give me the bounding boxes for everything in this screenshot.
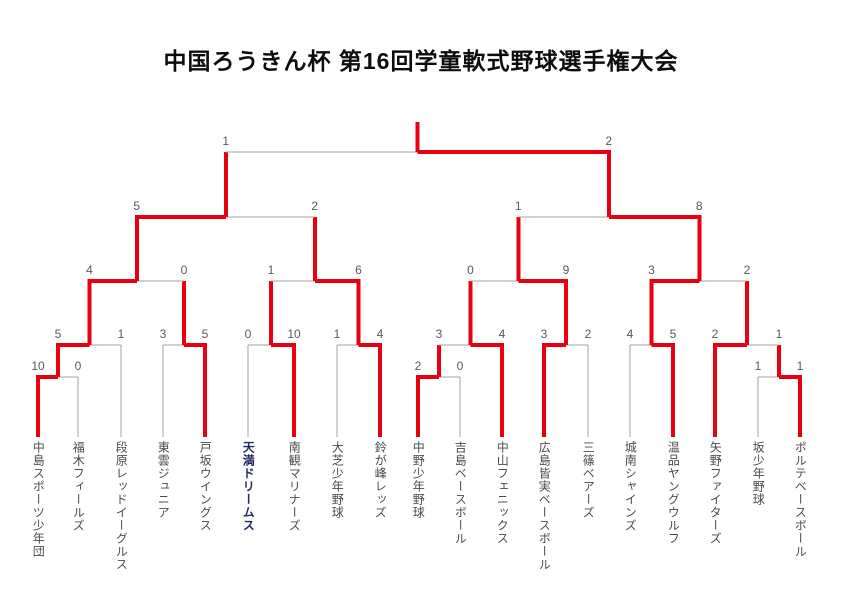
team-label-1: 中島スポーツ少年団 <box>31 441 46 558</box>
match-m8-winner-path <box>470 343 504 437</box>
tournament-title: 中国ろうきん杯 第16回学童軟式野球選手権大会 <box>163 48 679 74</box>
match-m5-winner-path <box>184 343 207 437</box>
score-label: 2 <box>311 199 319 213</box>
score-label: 3 <box>648 263 655 277</box>
score-label: 5 <box>54 327 62 341</box>
team-label-18: 坂少年野球 <box>751 441 766 506</box>
score-label: 1 <box>267 263 275 277</box>
score-label: 8 <box>695 199 703 213</box>
team-label-16: 温品ヤングウルフ <box>666 441 681 545</box>
match-m6-winner-path <box>271 343 296 437</box>
score-label: 1 <box>222 134 230 148</box>
match-m11-winner-path <box>713 343 747 437</box>
score-label: 1 <box>514 199 522 213</box>
team-label-13: 広島皆実ベースボール <box>537 441 552 571</box>
match-m17-winner-path <box>608 215 702 281</box>
score-label: 4 <box>376 327 384 341</box>
score-label: 4 <box>498 327 506 341</box>
team-label-7: 南観マリナーズ <box>287 441 302 532</box>
score-label: 3 <box>540 327 548 341</box>
score-label: 0 <box>456 359 464 373</box>
team-label-17: 矢野ファイターズ <box>708 441 723 545</box>
match-m12-winner-path <box>87 279 137 345</box>
team-label-11: 吉島ベースボール <box>453 441 468 545</box>
match-m4-winner-path <box>56 343 90 377</box>
score-label: 6 <box>355 263 362 277</box>
score-label: 0 <box>467 263 474 277</box>
score-label: 5 <box>133 199 141 213</box>
score-label: 2 <box>584 327 592 341</box>
match-m16-winner-path <box>134 215 226 281</box>
score-label: 9 <box>562 263 570 277</box>
team-label-19: ポルテベースボール <box>793 441 808 558</box>
team-label-2: 福木フィールズ <box>71 441 86 532</box>
score-label: 5 <box>201 327 209 341</box>
score-label: 1 <box>796 359 804 373</box>
team-label-6: 天満ドリームス <box>241 441 256 532</box>
match-m15-winner-path <box>649 279 700 345</box>
team-label-5: 戸坂ウイングス <box>198 441 213 532</box>
score-label: 2 <box>605 134 613 148</box>
team-label-4: 東雲ジュニア <box>156 441 171 519</box>
score-label: 1 <box>754 359 762 373</box>
match-m1-winner-path <box>36 375 58 437</box>
score-label: 2 <box>743 263 751 277</box>
team-label-8: 大芝少年野球 <box>330 441 345 519</box>
match-m7-winner-path <box>358 343 382 437</box>
team-label-3: 段原レッドイーグルス <box>114 441 129 571</box>
team-label-10: 中野少年野球 <box>411 441 426 519</box>
score-label: 5 <box>669 327 677 341</box>
score-label: 0 <box>244 327 252 341</box>
score-label: 1 <box>775 327 783 341</box>
score-label: 2 <box>414 359 422 373</box>
score-label: 10 <box>287 327 301 341</box>
match-m13-winner-path <box>314 279 361 345</box>
team-label-15: 城南シャインズ <box>623 441 638 532</box>
score-label: 1 <box>333 327 341 341</box>
match-m2-winner-path <box>416 375 439 437</box>
team-label-12: 中山フェニックス <box>495 441 510 545</box>
score-label: 0 <box>180 263 188 277</box>
team-label-14: 三篠ベアーズ <box>581 441 596 519</box>
match-m14-winner-path <box>518 279 568 345</box>
match-m3-winner-path <box>779 375 802 437</box>
score-label: 3 <box>435 327 443 341</box>
score-label: 4 <box>86 263 93 277</box>
score-label: 1 <box>117 327 125 341</box>
score-label: 10 <box>31 359 45 373</box>
match-m18-winner-path <box>417 150 611 217</box>
score-label: 0 <box>74 359 82 373</box>
score-label: 3 <box>159 327 167 341</box>
team-label-9: 鈴が峰レッズ <box>373 441 388 519</box>
score-label: 4 <box>626 327 634 341</box>
match-m9-winner-path <box>542 343 566 437</box>
score-label: 2 <box>711 327 719 341</box>
match-m10-winner-path <box>651 343 675 437</box>
